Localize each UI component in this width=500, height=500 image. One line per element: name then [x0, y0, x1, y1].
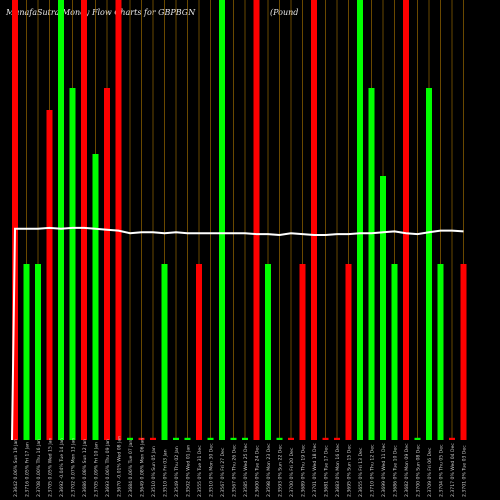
- bar: [81, 0, 87, 440]
- x-tick-label: 2.3510 0% Sun 05 Jan: [151, 446, 157, 497]
- bar: [357, 0, 363, 440]
- bar: [380, 176, 386, 440]
- x-tick-label: 2.3710 0% Thu 12 Dec: [370, 444, 376, 497]
- bar: [414, 437, 421, 440]
- money-flow-line: [11, 226, 464, 441]
- x-tick-label: 2.3600 0% Tue 24 Dec: [255, 445, 261, 497]
- chart-title-suffix: (Pound: [270, 8, 299, 17]
- bar: [196, 264, 202, 440]
- x-tick-label: 2.3567 0% Fri 27 Dec: [220, 447, 226, 497]
- bar: [265, 264, 271, 440]
- bar: [334, 437, 340, 440]
- bar: [115, 0, 122, 440]
- x-tick-label: 2.3704 0% Thu 05 Dec: [439, 444, 445, 497]
- x-tick-label: 2.3705 0.05% Wed 15 Jan: [48, 437, 54, 497]
- bar: [391, 264, 398, 440]
- x-tick-label: 2.3555 0% Tue 31 Dec: [197, 445, 203, 497]
- x-tick-label: 2.3670 -0.01% Wed 08 Jan: [117, 436, 123, 497]
- x-tick-label: 2.3689 0% Thu 19 Dec: [301, 444, 307, 497]
- bar: [12, 0, 18, 440]
- bar: [253, 0, 260, 440]
- bar: [58, 0, 64, 440]
- x-tick-label: 2.3549 0% Thu 02 Jan: [174, 446, 180, 497]
- x-tick-label: 2.3593 0% Sun 22 Dec: [278, 444, 284, 497]
- bar: [460, 264, 467, 440]
- x-tick-label: 2.3692 -0.04% Tue 14 Jan: [59, 438, 65, 497]
- x-tick-label: 2.3717 0% Wed 04 Dec: [450, 443, 456, 497]
- x-tick-label: 2.3702 0.07% Mon 13 Jan: [71, 438, 77, 497]
- bar: [426, 88, 432, 440]
- bar: [150, 437, 156, 440]
- x-tick-label: 2.3701 0% Tue 03 Dec: [462, 445, 468, 497]
- x-tick-label: 2.3700 0% Fri 20 Dec: [289, 447, 295, 497]
- x-tick-label: 2.3642 0.06% Sun 19 Jan: [13, 439, 19, 497]
- x-tick-label: 2.3709 0% Fri 06 Dec: [427, 447, 433, 497]
- chart-title: MunafaSutra Money Flow Charts for GBPBGN…: [6, 8, 496, 17]
- x-tick-label: 2.3716 0.05% Fri 17 Jan: [25, 442, 31, 497]
- bar: [127, 437, 133, 440]
- x-tick-label: 2.3700 0% Sun 08 Dec: [416, 444, 422, 497]
- x-tick-label: 2.3684 0.06% Tue 07 Jan: [128, 440, 134, 497]
- x-tick-label: 2.3502 0% Wed 01 Jan: [186, 445, 192, 497]
- bar: [207, 437, 214, 440]
- x-tick-label: 2.3701 0% Wed 18 Dec: [312, 443, 318, 497]
- bar: [322, 437, 329, 440]
- x-tick-label: 2.3699 0% Wed 11 Dec: [381, 443, 387, 497]
- x-tick-label: 2.3695 0% Sun 15 Dec: [347, 444, 353, 497]
- bar: [242, 437, 248, 440]
- x-tick-label: 2.3510 0% Fri 03 Jan: [163, 449, 169, 497]
- bar: [403, 0, 409, 440]
- bar: [35, 264, 41, 440]
- bar: [92, 154, 99, 440]
- bar: [311, 0, 317, 440]
- bar: [449, 437, 455, 440]
- x-tick-label: 2.3705 0.09% Fri 10 Jan: [94, 442, 100, 497]
- x-tick-label: 2.3598 0% Mon 23 Dec: [266, 443, 272, 497]
- bar: [230, 437, 237, 440]
- x-tick-labels: 2.3642 0.06% Sun 19 Jan 2.3716 0.05% Fri …: [13, 436, 468, 497]
- x-tick-label: 2.3686 0% Tue 10 Dec: [393, 445, 399, 497]
- bar: [299, 264, 306, 440]
- bar: [69, 88, 76, 440]
- bar: [345, 264, 352, 440]
- bar: [23, 264, 30, 440]
- bar: [161, 264, 168, 440]
- bar: [288, 437, 294, 440]
- x-tick-label: 2.3708 0.00% Thu 16 Jan: [36, 439, 42, 497]
- x-tick-label: 2.3682 0% Mon 09 Dec: [404, 443, 410, 497]
- x-tick-label: 2.3681 0% Tue 17 Dec: [324, 445, 330, 497]
- bar: [46, 110, 53, 440]
- x-tick-label: 2.3683 0% Mon 16 Dec: [335, 443, 341, 497]
- x-tick-label: 2.3510 0% Mon 30 Dec: [209, 443, 215, 497]
- bar: [184, 437, 191, 440]
- bar: [276, 437, 283, 440]
- bars: [12, 0, 467, 440]
- chart-title-text: MunafaSutra Money Flow Charts for GBPBGN: [6, 8, 196, 17]
- x-tick-label: 2.3649 0.08% Mon 06 Jan: [140, 438, 146, 497]
- bar: [219, 0, 225, 440]
- x-tick-label: 2.3686 0.08% Sun 12 Jan: [82, 439, 88, 497]
- bar: [437, 264, 444, 440]
- x-tick-label: 2.3567 0% Thu 26 Dec: [232, 444, 238, 497]
- x-tick-label: 2.3693 0.06% Thu 09 Jan: [105, 439, 111, 497]
- bar: [104, 88, 110, 440]
- money-flow-line-group: [11, 226, 464, 441]
- x-tick-label: 2.3655 0% Fri 13 Dec: [358, 447, 364, 497]
- bar: [368, 88, 375, 440]
- bar: [138, 437, 145, 440]
- x-tick-label: 2.3585 0% Wed 25 Dec: [243, 443, 249, 497]
- bar: [173, 437, 179, 440]
